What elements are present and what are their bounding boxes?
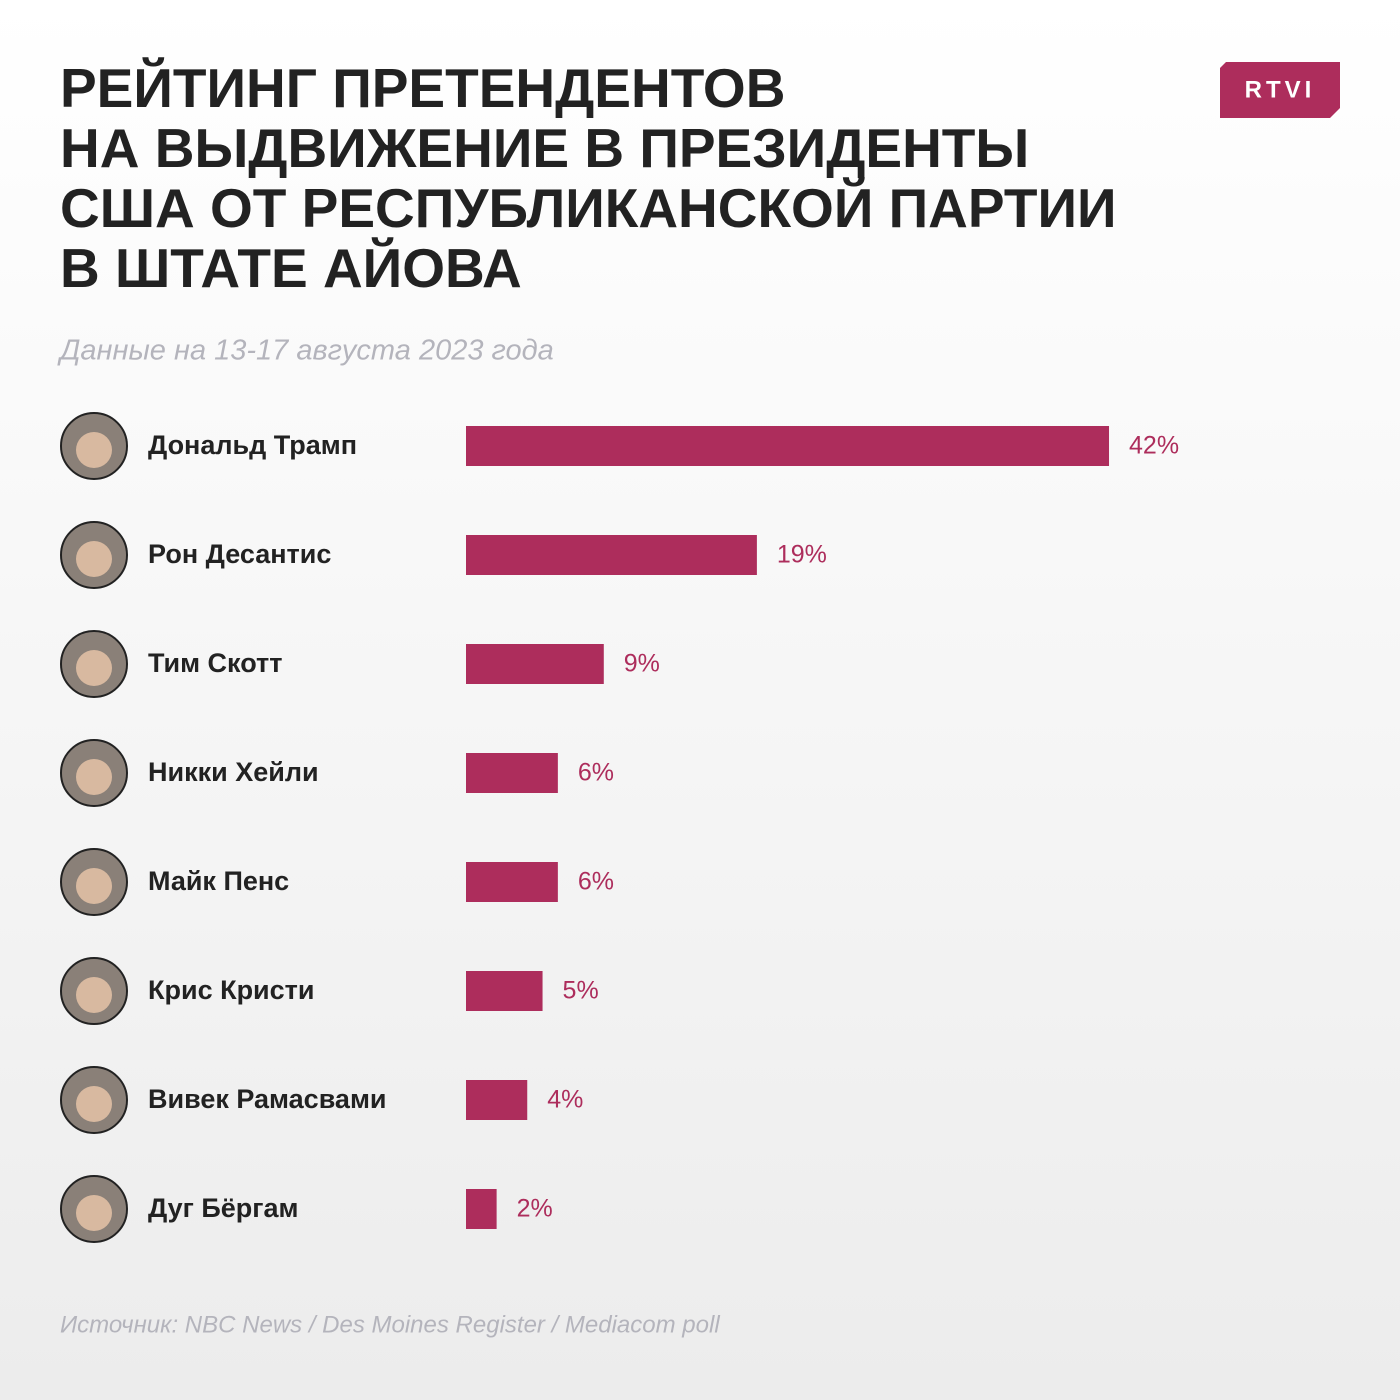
avatar-face xyxy=(76,650,112,686)
bar xyxy=(466,535,757,575)
avatar-face xyxy=(76,868,112,904)
value-label: 2% xyxy=(517,1195,553,1223)
candidate-name: Крис Кристи xyxy=(148,975,315,1005)
candidate-name: Вивек Рамасвами xyxy=(148,1084,387,1114)
source: Источник: NBC News / Des Moines Register… xyxy=(60,1311,720,1338)
avatar-face xyxy=(76,541,112,577)
avatar-face xyxy=(76,759,112,795)
avatar-face xyxy=(76,432,112,468)
value-label: 5% xyxy=(563,977,599,1005)
candidate-name: Никки Хейли xyxy=(148,757,319,787)
candidate-name: Рон Десантис xyxy=(148,539,331,569)
candidate-name: Тим Скотт xyxy=(148,648,282,678)
avatar-face xyxy=(76,1086,112,1122)
avatar-face xyxy=(76,1195,112,1231)
value-label: 42% xyxy=(1129,432,1179,460)
bar xyxy=(466,1080,528,1120)
bar xyxy=(466,426,1110,466)
chart-title: РЕЙТИНГ ПРЕТЕНДЕНТОВ НА ВЫДВИЖЕНИЕ В ПРЕ… xyxy=(60,57,1117,299)
avatar-face xyxy=(76,977,112,1013)
bar xyxy=(466,971,543,1011)
value-label: 19% xyxy=(777,541,827,569)
value-label: 4% xyxy=(547,1086,583,1114)
bar xyxy=(466,644,604,684)
value-label: 6% xyxy=(578,868,614,896)
candidate-name: Дуг Бёргам xyxy=(148,1193,298,1223)
candidate-name: Майк Пенс xyxy=(148,866,289,896)
bar xyxy=(466,1189,497,1229)
candidate-name: Дональд Трамп xyxy=(148,430,357,460)
bar xyxy=(466,753,558,793)
value-label: 6% xyxy=(578,759,614,787)
bar xyxy=(466,862,558,902)
value-label: 9% xyxy=(624,650,660,678)
subtitle: Данные на 13-17 августа 2023 года xyxy=(57,335,554,367)
logo: RTVI xyxy=(1245,76,1316,103)
logo-badge xyxy=(1220,62,1340,118)
